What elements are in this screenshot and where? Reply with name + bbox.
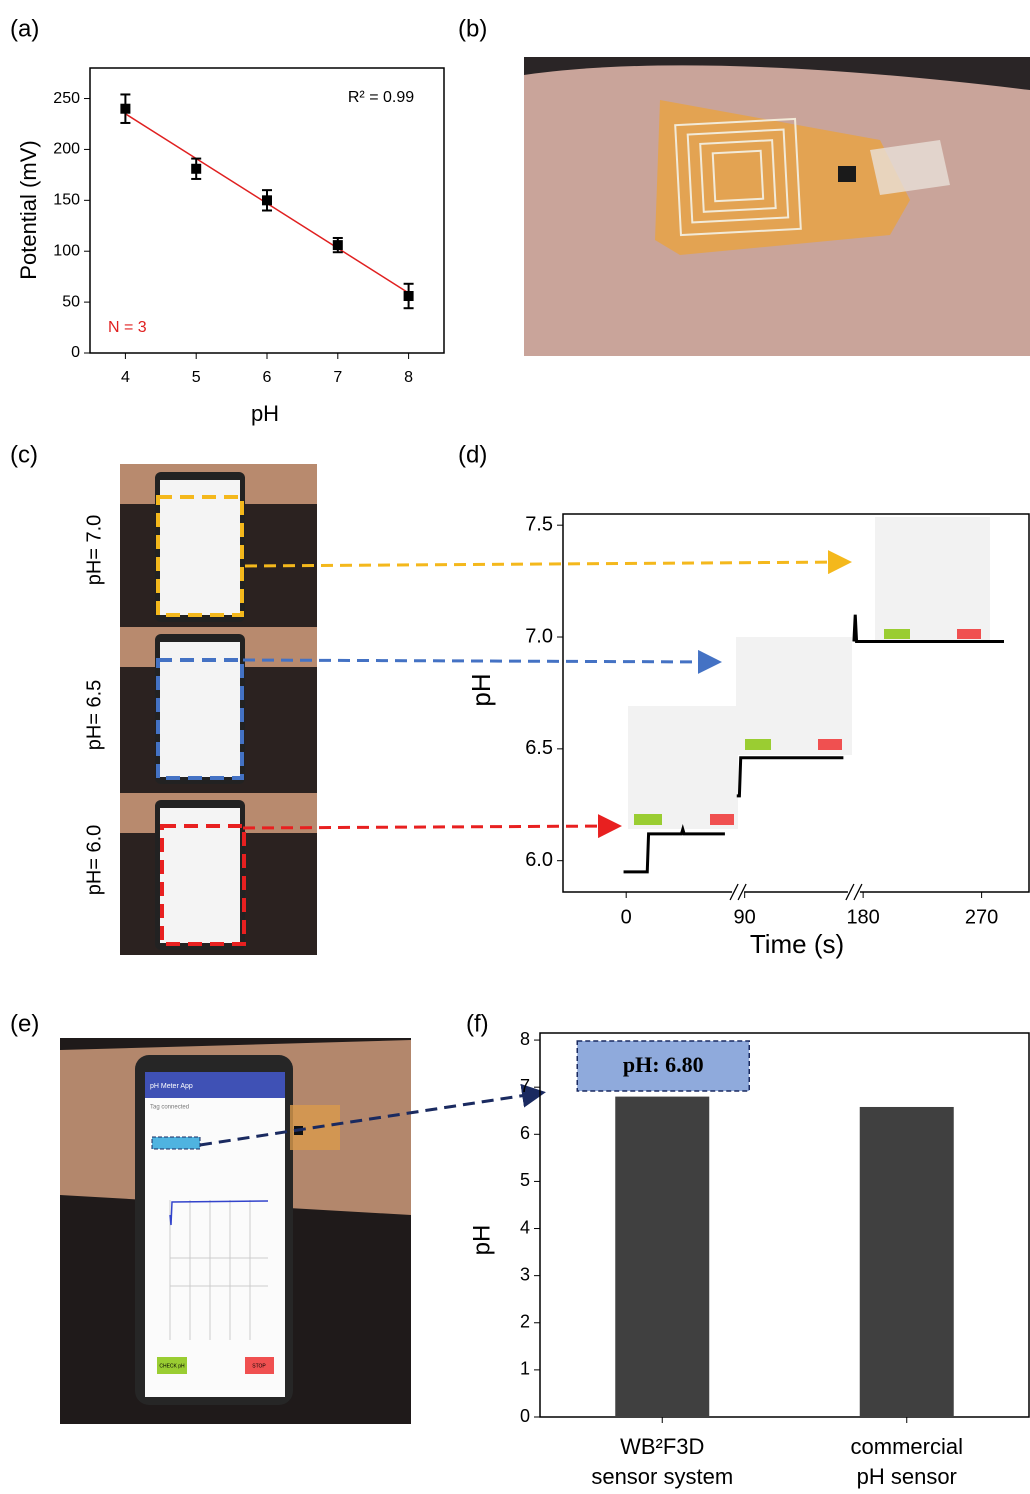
- phone-screen: [160, 480, 240, 615]
- value-label: pH: 6.80: [623, 1052, 704, 1077]
- inset-button: [818, 739, 842, 750]
- x-tick-label: 4: [121, 369, 130, 386]
- inset-button: [710, 814, 734, 825]
- y-tick-label: 250: [53, 90, 80, 107]
- figure: (a) (b) (c) (d) (e) (f): [0, 0, 1030, 1494]
- y-tick-label: 7.5: [525, 513, 553, 535]
- x-tick-label: 0: [621, 906, 632, 928]
- reading-box: [152, 1137, 200, 1149]
- point: [262, 195, 272, 205]
- panel-label: (b): [458, 15, 487, 42]
- x-tick-label: 5: [192, 369, 201, 386]
- point: [120, 104, 130, 114]
- y-tick-label: 200: [53, 141, 80, 158]
- panel-label: (d): [458, 441, 487, 468]
- y-tick-label: 7.0: [525, 625, 553, 647]
- y-tick-label: 6: [520, 1123, 530, 1143]
- panel-label: (f): [466, 1010, 489, 1037]
- x-tick-label: 90: [734, 906, 756, 928]
- panel-label: (e): [10, 1010, 39, 1037]
- inset-button: [634, 814, 662, 825]
- y-axis-label: pH: [466, 673, 496, 706]
- app-title: pH Meter App: [150, 1083, 193, 1090]
- y-tick-label: 5: [520, 1170, 530, 1190]
- point: [333, 240, 343, 250]
- bar: [860, 1107, 954, 1417]
- x-tick-label: 8: [404, 369, 413, 386]
- y-tick-label: 6.5: [525, 737, 553, 759]
- x-axis-label: Time (s): [750, 929, 844, 959]
- inset: [736, 637, 852, 755]
- panel-label: (a): [10, 15, 39, 42]
- point: [191, 164, 201, 174]
- x-tick-label: 180: [846, 906, 879, 928]
- x-tick-label: 6: [263, 369, 272, 386]
- y-tick-label: 0: [520, 1406, 530, 1426]
- x-tick-label: sensor system: [591, 1464, 733, 1489]
- inset-button: [745, 739, 771, 750]
- phone-screen: [160, 808, 240, 943]
- ph-label: pH= 6.0: [83, 825, 105, 896]
- panel-label: (c): [10, 441, 38, 468]
- inset: [875, 517, 990, 641]
- y-tick-label: 150: [53, 192, 80, 209]
- point: [404, 291, 414, 301]
- photo-c: pH= 7.0 pH= 6.5 pH= 6.0: [83, 464, 317, 955]
- arrow: [245, 562, 846, 566]
- y-axis-label: Potential (mV): [16, 140, 41, 279]
- inset: [628, 706, 738, 829]
- x-tick-label: pH sensor: [857, 1464, 957, 1489]
- ph-label: pH= 7.0: [83, 515, 105, 586]
- x-tick-label: 270: [965, 906, 998, 928]
- y-tick-label: 3: [520, 1264, 530, 1284]
- y-tick-label: 0: [71, 344, 80, 361]
- app-button-label: STOP: [252, 1363, 266, 1369]
- y-tick-label: 100: [53, 242, 80, 259]
- y-tick-label: 6.0: [525, 849, 553, 871]
- bar: [615, 1097, 709, 1417]
- page: {"panel_labels": ["(a)", "(b)", "(c)", "…: [0, 0, 1030, 1494]
- y-axis-label: pH: [468, 1225, 495, 1256]
- x-tick-label: commercial: [851, 1434, 963, 1459]
- annotation: R² = 0.99: [348, 89, 414, 106]
- app-button-label: CHECK pH: [159, 1363, 185, 1369]
- app-status: Tag connected: [150, 1105, 189, 1111]
- y-tick-label: 8: [520, 1029, 530, 1049]
- phone-screen: [145, 1072, 285, 1397]
- inset-button: [957, 629, 981, 639]
- inset-button: [884, 629, 910, 639]
- chip: [838, 166, 856, 182]
- y-tick-label: 1: [520, 1359, 530, 1379]
- x-tick-label: WB²F3D: [620, 1434, 704, 1459]
- annotation: N = 3: [108, 319, 147, 336]
- x-tick-label: 7: [333, 369, 342, 386]
- x-axis-label: pH: [251, 401, 279, 426]
- y-tick-label: 2: [520, 1312, 530, 1332]
- photo-b: [524, 57, 1030, 356]
- photo-e: pH Meter App Tag connected CHECK pH STOP: [60, 1038, 411, 1424]
- y-tick-label: 7: [520, 1076, 530, 1096]
- phone-screen: [160, 642, 240, 777]
- ph-label: pH= 6.5: [83, 680, 105, 751]
- y-tick-label: 50: [62, 293, 80, 310]
- y-tick-label: 4: [520, 1217, 530, 1237]
